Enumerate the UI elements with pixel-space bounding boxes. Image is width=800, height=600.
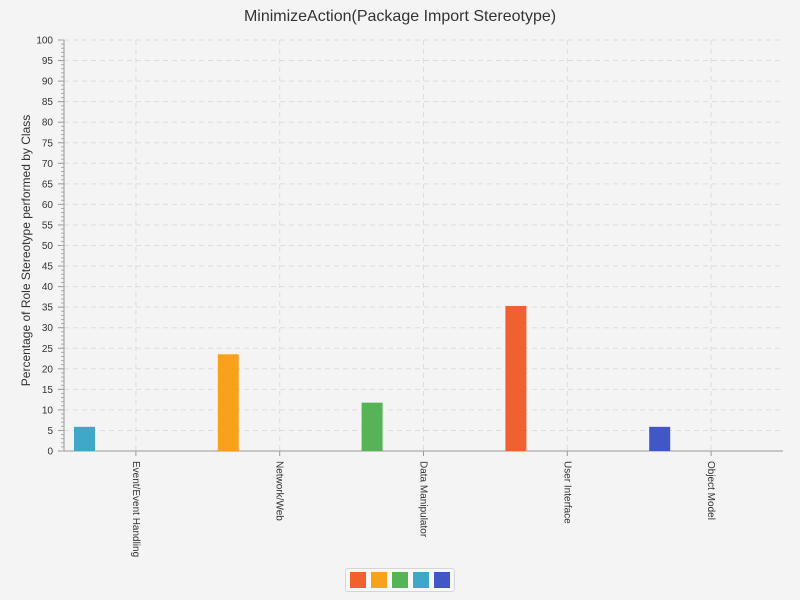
legend-swatch-3 <box>413 572 429 588</box>
y-tick-label: 45 <box>42 262 54 273</box>
bar-0 <box>74 426 95 451</box>
y-tick-label: 75 <box>42 138 54 149</box>
legend-swatch-2 <box>392 572 408 588</box>
legend-swatch-0 <box>350 572 366 588</box>
y-tick-label: 30 <box>42 323 54 334</box>
chart-title: MinimizeAction(Package Import Stereotype… <box>243 8 557 25</box>
y-tick-labels: 0 5 10 15 20 25 30 35 40 45 50 55 60 65 70 75 80 85 90 95 10… <box>36 36 53 458</box>
y-tick-label: 50 <box>42 241 54 252</box>
x-tick-label: Event/Event Handling <box>130 461 141 557</box>
x-tick-label: Object Model <box>705 461 716 520</box>
y-tick-label: 25 <box>42 344 54 355</box>
y-tick-label: 65 <box>42 179 54 190</box>
y-tick-label: 15 <box>42 385 54 396</box>
y-tick-label: 0 <box>47 447 53 458</box>
y-tick-label: 80 <box>42 118 54 129</box>
bars <box>74 305 671 451</box>
axes <box>58 39 783 456</box>
y-tick-label: 85 <box>42 97 54 108</box>
legend-swatch-1 <box>371 572 387 588</box>
x-tick-label: Network/Web <box>274 461 285 521</box>
y-tick-label: 40 <box>42 282 54 293</box>
y-tick-label: 10 <box>42 405 54 416</box>
y-tick-label: 55 <box>42 220 54 231</box>
y-tick-label: 70 <box>42 159 54 170</box>
y-tick-label: 35 <box>42 303 54 314</box>
bar-1 <box>217 354 239 451</box>
bar-4 <box>649 426 671 451</box>
y-axis-label: Percentage of Role Stereotype performed … <box>19 115 33 386</box>
bar-3 <box>505 305 527 451</box>
x-tick-labels: Event/Event Handling Network/Web Data Mani… <box>130 461 716 557</box>
y-tick-label: 95 <box>42 56 54 67</box>
grid-lines <box>64 39 783 451</box>
y-tick-label: 20 <box>42 364 54 375</box>
legend-swatch-4 <box>434 572 450 588</box>
y-tick-label: 5 <box>47 426 53 437</box>
y-tick-label: 100 <box>36 36 53 47</box>
legend-box <box>345 568 455 592</box>
y-tick-label: 60 <box>42 200 54 211</box>
y-tick-label: 90 <box>42 77 54 88</box>
bar-2 <box>361 402 383 451</box>
legend <box>0 568 800 592</box>
x-tick-label: User Interface <box>561 461 572 524</box>
x-tick-label: Data Manipulator <box>418 461 429 538</box>
